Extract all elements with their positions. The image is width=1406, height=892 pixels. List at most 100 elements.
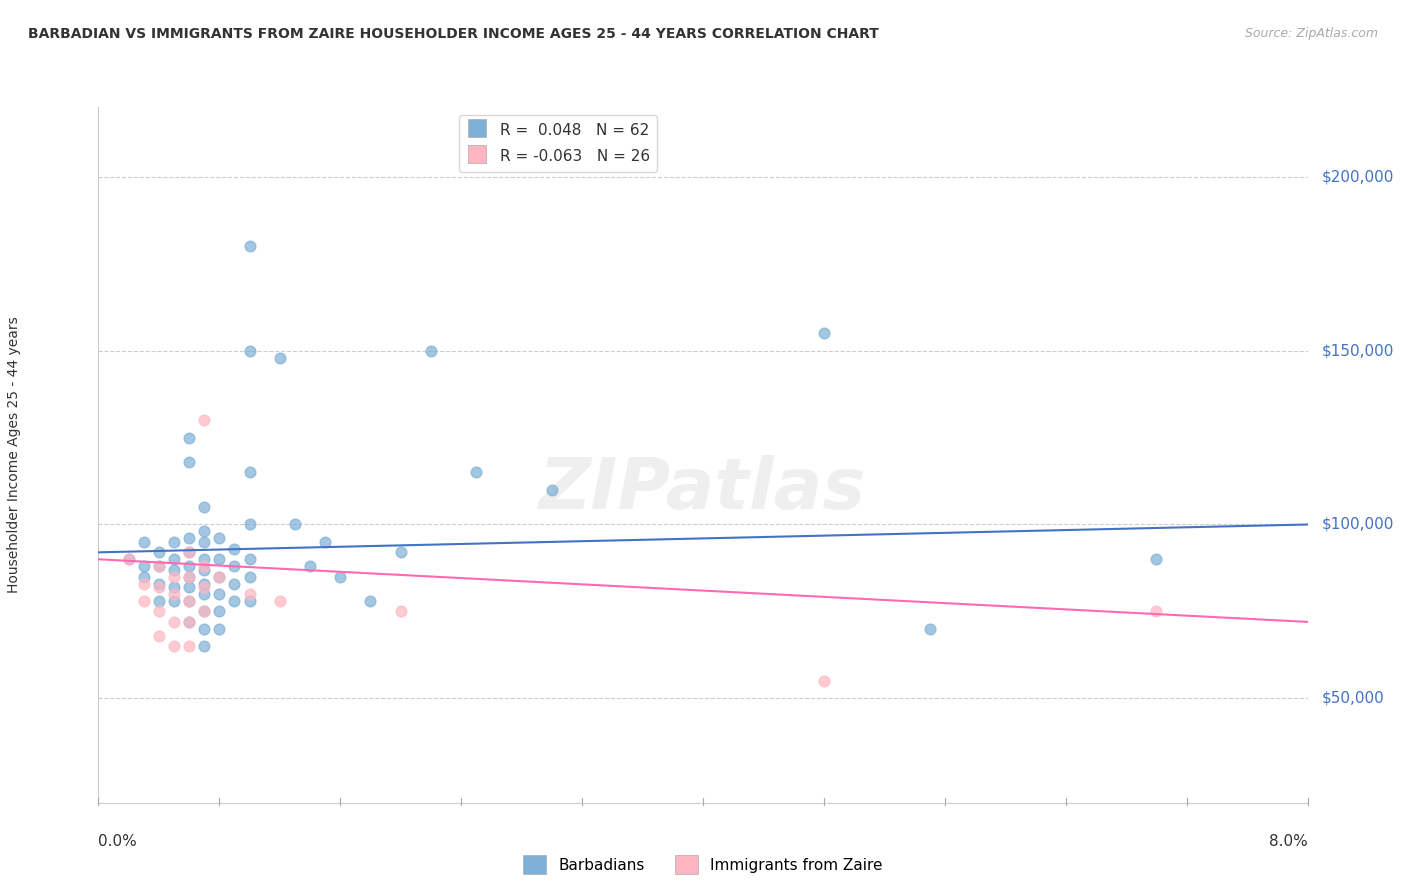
Point: [148, 629, 170, 643]
Point: [179, 559, 201, 574]
Text: ZIPatlas: ZIPatlas: [540, 455, 866, 524]
Point: [179, 594, 201, 608]
Point: [208, 605, 231, 619]
Point: [163, 563, 186, 577]
Point: [118, 552, 141, 566]
Point: [148, 594, 170, 608]
Legend: R =  0.048   N = 62, R = -0.063   N = 26: R = 0.048 N = 62, R = -0.063 N = 26: [460, 115, 657, 172]
Point: [179, 570, 201, 584]
Point: [208, 587, 231, 601]
Point: [239, 239, 262, 253]
Point: [179, 570, 201, 584]
Text: Householder Income Ages 25 - 44 years: Householder Income Ages 25 - 44 years: [7, 317, 21, 593]
Point: [179, 545, 201, 559]
Point: [193, 413, 215, 427]
Point: [132, 576, 155, 591]
Point: [239, 587, 262, 601]
Text: Source: ZipAtlas.com: Source: ZipAtlas.com: [1244, 27, 1378, 40]
Point: [193, 605, 215, 619]
Point: [193, 559, 215, 574]
Point: [284, 517, 307, 532]
Point: [813, 326, 835, 340]
Point: [179, 580, 201, 594]
Point: [193, 524, 215, 539]
Point: [148, 576, 170, 591]
Point: [239, 517, 262, 532]
Point: [193, 639, 215, 653]
Point: [163, 570, 186, 584]
Point: [299, 559, 322, 574]
Point: [208, 622, 231, 636]
Point: [193, 563, 215, 577]
Point: [179, 615, 201, 629]
Point: [163, 587, 186, 601]
Point: [148, 580, 170, 594]
Point: [918, 622, 941, 636]
Point: [193, 605, 215, 619]
Point: [1144, 605, 1167, 619]
Point: [224, 594, 246, 608]
Point: [465, 466, 488, 480]
Point: [163, 552, 186, 566]
Point: [163, 534, 186, 549]
Point: [1144, 552, 1167, 566]
Point: [179, 430, 201, 444]
Point: [224, 541, 246, 556]
Text: BARBADIAN VS IMMIGRANTS FROM ZAIRE HOUSEHOLDER INCOME AGES 25 - 44 YEARS CORRELA: BARBADIAN VS IMMIGRANTS FROM ZAIRE HOUSE…: [28, 27, 879, 41]
Point: [208, 570, 231, 584]
Point: [193, 500, 215, 514]
Point: [224, 559, 246, 574]
Point: [179, 594, 201, 608]
Point: [208, 570, 231, 584]
Point: [193, 552, 215, 566]
Point: [179, 639, 201, 653]
Point: [239, 594, 262, 608]
Point: [419, 343, 441, 358]
Point: [208, 532, 231, 546]
Point: [329, 570, 352, 584]
Point: [193, 576, 215, 591]
Point: [269, 351, 291, 365]
Point: [148, 559, 170, 574]
Text: 0.0%: 0.0%: [98, 834, 138, 849]
Point: [193, 580, 215, 594]
Point: [208, 552, 231, 566]
Point: [389, 605, 412, 619]
Point: [148, 545, 170, 559]
Point: [132, 594, 155, 608]
Point: [389, 545, 412, 559]
Point: [132, 534, 155, 549]
Point: [359, 594, 381, 608]
Point: [239, 466, 262, 480]
Point: [163, 639, 186, 653]
Text: $200,000: $200,000: [1322, 169, 1393, 184]
Text: $100,000: $100,000: [1322, 517, 1393, 532]
Point: [163, 594, 186, 608]
Point: [193, 587, 215, 601]
Point: [224, 576, 246, 591]
Point: [179, 455, 201, 469]
Point: [193, 622, 215, 636]
Point: [239, 343, 262, 358]
Point: [148, 605, 170, 619]
Point: [132, 559, 155, 574]
Point: [239, 570, 262, 584]
Text: $150,000: $150,000: [1322, 343, 1393, 358]
Text: 8.0%: 8.0%: [1268, 834, 1308, 849]
Point: [148, 559, 170, 574]
Point: [179, 615, 201, 629]
Point: [314, 534, 336, 549]
Point: [163, 580, 186, 594]
Point: [193, 534, 215, 549]
Point: [269, 594, 291, 608]
Point: [179, 532, 201, 546]
Text: $50,000: $50,000: [1322, 691, 1385, 706]
Legend: Barbadians, Immigrants from Zaire: Barbadians, Immigrants from Zaire: [517, 849, 889, 880]
Point: [132, 570, 155, 584]
Point: [179, 545, 201, 559]
Point: [540, 483, 562, 497]
Point: [118, 552, 141, 566]
Point: [813, 674, 835, 689]
Point: [163, 615, 186, 629]
Point: [239, 552, 262, 566]
